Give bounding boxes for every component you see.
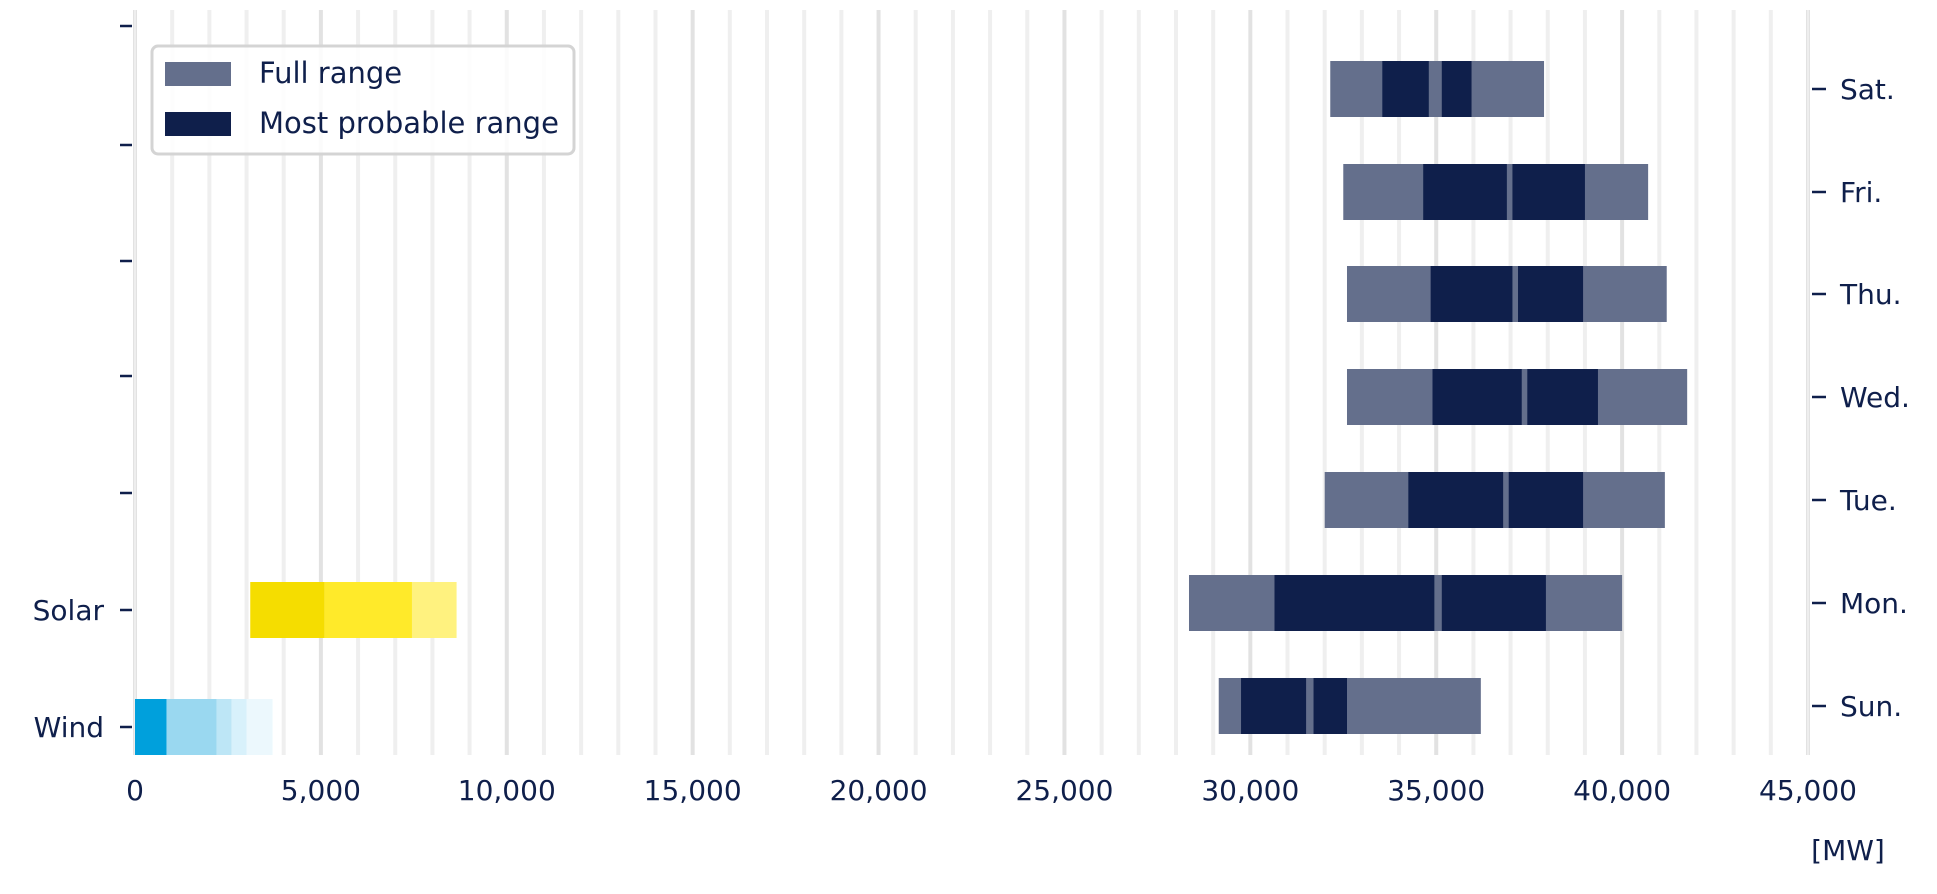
- axes: [120, 10, 1826, 755]
- left-tick-label: Wind: [34, 711, 104, 744]
- tick-labels: Sat. Fri. Thu. Wed. Tue. Mon. Sun. Solar Wind 0 5,…: [33, 73, 1910, 867]
- legend-label: Full range: [259, 56, 402, 90]
- legend-swatch: [165, 112, 231, 136]
- x-tick-label: 15,000: [644, 774, 742, 807]
- x-tick-label: 45,000: [1759, 774, 1857, 807]
- right-tick-label: Wed.: [1840, 381, 1910, 414]
- wind-bar-segment: [231, 699, 247, 755]
- right-tick-label: Tue.: [1839, 484, 1897, 517]
- wind-bar-segment: [216, 699, 232, 755]
- most-probable-bar: [1382, 61, 1429, 117]
- full-range-bar: [1330, 61, 1545, 117]
- most-probable-bar: [1408, 472, 1504, 528]
- most-probable-bar: [1432, 369, 1522, 425]
- right-tick-label: Fri.: [1840, 176, 1882, 209]
- legend-box: [150, 44, 576, 156]
- x-tick-label: 40,000: [1573, 774, 1671, 807]
- x-tick-label: 20,000: [830, 774, 928, 807]
- most-probable-bar: [1512, 164, 1585, 220]
- x-tick-label: 35,000: [1387, 774, 1485, 807]
- solar-bar-segment: [411, 582, 457, 638]
- x-axis-unit-label: [MW]: [1811, 834, 1885, 867]
- most-probable-bar: [1527, 369, 1598, 425]
- bars: [135, 61, 1688, 755]
- x-tick-label: 5,000: [281, 774, 361, 807]
- x-tick-label: 0: [126, 774, 144, 807]
- most-probable-bar: [1430, 266, 1513, 322]
- wind-bar-segment: [246, 699, 273, 755]
- most-probable-bar: [1274, 575, 1435, 631]
- most-probable-bar: [1508, 472, 1584, 528]
- most-probable-bar: [1423, 164, 1507, 220]
- wind-bar-segment: [166, 699, 217, 755]
- right-tick-label: Sat.: [1840, 73, 1895, 106]
- most-probable-bar: [1441, 575, 1546, 631]
- x-tick-label: 25,000: [1015, 774, 1113, 807]
- solar-bar-segment: [324, 582, 412, 638]
- most-probable-bar: [1313, 678, 1347, 734]
- legend-label: Most probable range: [259, 106, 559, 140]
- wind-bar-segment: [135, 699, 167, 755]
- x-tick-label: 30,000: [1201, 774, 1299, 807]
- legend: Full range Most probable range: [150, 44, 576, 156]
- right-tick-label: Thu.: [1839, 278, 1902, 311]
- right-tick-label: Mon.: [1840, 587, 1908, 620]
- solar-bar-segment: [250, 582, 325, 638]
- legend-swatch: [165, 62, 231, 86]
- most-probable-bar: [1518, 266, 1584, 322]
- right-tick-label: Sun.: [1840, 690, 1902, 723]
- x-tick-label: 10,000: [458, 774, 556, 807]
- left-tick-label: Solar: [33, 594, 105, 627]
- most-probable-bar: [1441, 61, 1472, 117]
- most-probable-bar: [1241, 678, 1307, 734]
